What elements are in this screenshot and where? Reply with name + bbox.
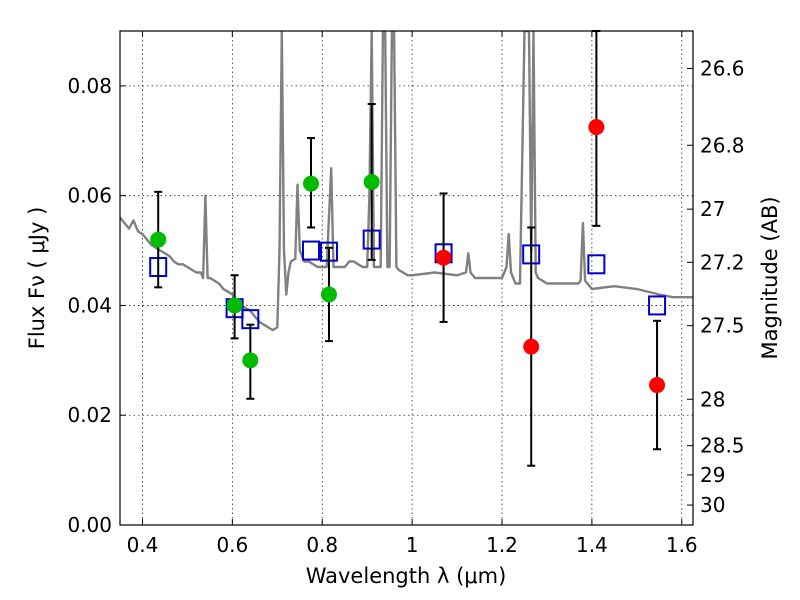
y-tick-label: 0.00 <box>67 513 112 537</box>
x-tick-label: 1.6 <box>666 533 698 557</box>
magnitude-tick-label: 28.5 <box>700 434 745 458</box>
upper-limit-point <box>588 119 605 136</box>
y-tick-label: 0.08 <box>67 74 112 98</box>
magnitude-axis-ticks: 26.6 26.8 27 27.2 27.5 28 28.5 29 30 <box>687 56 745 517</box>
x-tick-label: 1.2 <box>486 533 518 557</box>
magnitude-axis-label: Magnitude (AB) <box>758 196 782 359</box>
magnitude-tick-label: 28 <box>700 387 725 411</box>
data-markers <box>149 30 667 467</box>
magnitude-tick-label: 27.5 <box>700 314 745 338</box>
magnitude-tick-label: 26.6 <box>700 56 745 80</box>
y-axis-ticks: 0.00 0.02 0.04 0.06 0.08 <box>67 74 126 537</box>
model-spectrum-line <box>120 31 693 332</box>
magnitude-tick-label: 27 <box>700 197 725 221</box>
detection-point <box>226 297 243 314</box>
model-photometry-square <box>302 240 320 261</box>
x-axis-ticks: 0.4 0.6 0.8 1 1.2 1.4 1.6 <box>127 31 698 557</box>
x-tick-label: 0.6 <box>216 533 248 557</box>
magnitude-tick-label: 29 <box>700 463 725 487</box>
upper-limit-point <box>649 377 666 394</box>
x-tick-label: 1.4 <box>576 533 608 557</box>
detection-point <box>150 231 167 248</box>
magnitude-tick-label: 26.8 <box>700 133 745 157</box>
magnitude-tick-label: 30 <box>700 493 725 517</box>
detection-point <box>363 173 380 190</box>
plot-area <box>120 31 693 332</box>
detection-point <box>242 352 259 369</box>
upper-limit-point <box>523 338 540 355</box>
upper-limit-point <box>435 249 452 266</box>
y-tick-label: 0.06 <box>67 184 112 208</box>
magnitude-tick-label: 27.2 <box>700 250 745 274</box>
detection-point <box>303 175 319 192</box>
grid-lines <box>120 31 693 525</box>
x-axis-label: Wavelength λ (μm) <box>306 564 507 588</box>
y-tick-label: 0.02 <box>67 403 112 427</box>
x-tick-label: 1 <box>406 533 419 557</box>
model-photometry-square <box>648 295 667 316</box>
plot-frame <box>119 30 694 526</box>
y-axis-label: Flux Fν ( μJy ) <box>25 207 49 350</box>
x-tick-label: 0.4 <box>127 533 159 557</box>
y-tick-label: 0.04 <box>67 293 112 317</box>
x-tick-label: 0.8 <box>306 533 338 557</box>
detection-point <box>320 286 337 303</box>
model-photometry-square <box>587 254 606 275</box>
